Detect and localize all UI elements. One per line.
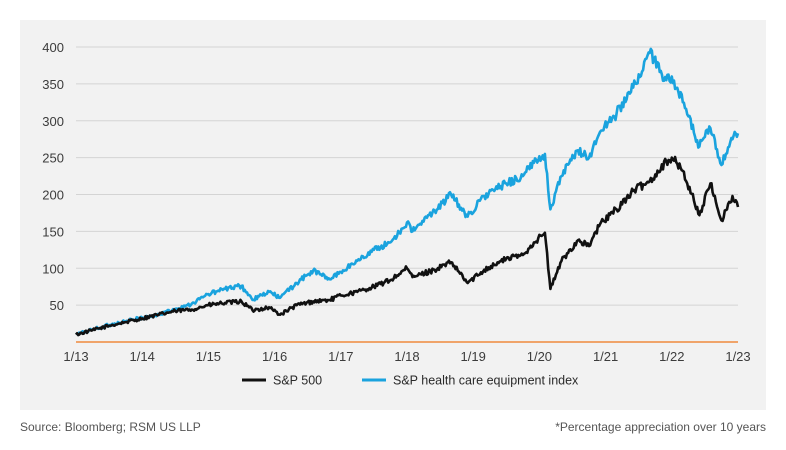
y-tick-label-7: 400 xyxy=(42,40,64,55)
footnote: *Percentage appreciation over 10 years xyxy=(555,420,766,434)
chart: 50 100 150 200 250 300 350 400 1/13 1/14 1/15 1/16 1… xyxy=(42,40,750,388)
x-tick-label-1: 1/14 xyxy=(130,349,155,364)
x-tick-label-9: 1/22 xyxy=(659,349,684,364)
source-note: Source: Bloomberg; RSM US LLP xyxy=(20,420,201,434)
x-tick-label-4: 1/17 xyxy=(328,349,353,364)
y-tick-label-6: 350 xyxy=(42,77,64,92)
y-tick-label-4: 250 xyxy=(42,151,64,166)
x-tick-label-8: 1/21 xyxy=(593,349,618,364)
legend-label-1: S&P health care equipment index xyxy=(393,374,579,388)
x-tick-label-3: 1/16 xyxy=(262,349,287,364)
chart-panel: 50 100 150 200 250 300 350 400 1/13 1/14 1/15 1/16 1… xyxy=(20,20,766,410)
series-line-1 xyxy=(75,47,740,336)
y-tick-label-2: 150 xyxy=(42,224,64,239)
x-tick-label-7: 1/20 xyxy=(527,349,552,364)
series-line-0 xyxy=(75,155,740,337)
x-tick-label-2: 1/15 xyxy=(196,349,221,364)
legend-label-0: S&P 500 xyxy=(273,374,322,388)
x-tick-label-6: 1/19 xyxy=(461,349,486,364)
y-tick-label-3: 200 xyxy=(42,188,64,203)
x-tick-label-10: 1/23 xyxy=(725,349,750,364)
y-tick-label-0: 50 xyxy=(50,298,64,313)
y-tick-label-1: 100 xyxy=(42,261,64,276)
y-tick-label-5: 300 xyxy=(42,114,64,129)
x-tick-label-0: 1/13 xyxy=(63,349,88,364)
x-tick-label-5: 1/18 xyxy=(394,349,419,364)
